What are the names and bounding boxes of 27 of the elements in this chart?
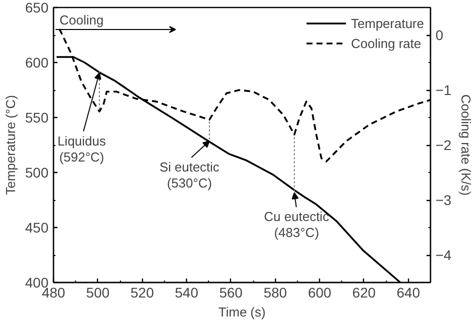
x-tick-label: 600 xyxy=(308,284,332,300)
x-tick-label: 560 xyxy=(219,284,243,300)
y2-axis-title: Cooling rate (K/s) xyxy=(458,94,474,196)
y-tick-label: 650 xyxy=(25,0,49,16)
y-tick-label: 500 xyxy=(25,164,49,180)
annotation: Liquidus (592°C) xyxy=(57,133,106,164)
legend-label: Temperature xyxy=(351,16,424,30)
x-tick-label: 540 xyxy=(174,284,198,300)
annotation: Cooling xyxy=(60,12,104,28)
x-tick-label: 500 xyxy=(86,284,110,300)
y2-tick-label: −1 xyxy=(436,82,452,98)
y-tick-label: 450 xyxy=(25,220,49,236)
y2-tick-label: 0 xyxy=(436,27,444,43)
x-axis-title: Time (s) xyxy=(218,304,266,320)
y2-tick-label: −3 xyxy=(436,192,452,208)
y2-tick-label: −2 xyxy=(436,137,452,153)
y2-tick-label: −4 xyxy=(436,247,452,263)
x-tick-label: 520 xyxy=(130,284,154,300)
x-tick-label: 620 xyxy=(352,284,376,300)
x-tick-label: 580 xyxy=(264,284,288,300)
legend-label: Cooling rate xyxy=(351,36,422,50)
y-axis-title: Temperature (°C) xyxy=(3,95,18,195)
annotation: Si eutectic (530°C) xyxy=(159,160,220,190)
annotation: Cu eutectic (483°C) xyxy=(264,209,330,240)
x-tick-label: 640 xyxy=(396,284,420,300)
y-tick-label: 600 xyxy=(25,54,49,70)
y-tick-label: 550 xyxy=(25,110,49,126)
